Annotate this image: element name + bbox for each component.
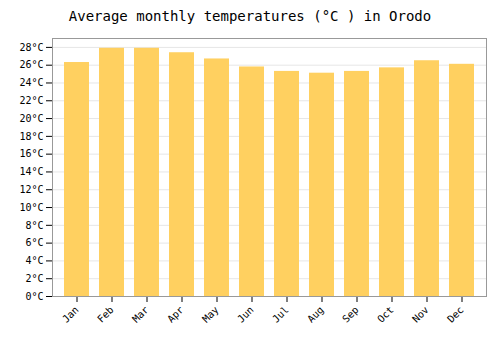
svg-text:Sep: Sep bbox=[340, 304, 361, 325]
svg-text:24°C: 24°C bbox=[19, 77, 43, 88]
svg-text:2°C: 2°C bbox=[25, 273, 43, 284]
svg-text:4°C: 4°C bbox=[25, 255, 43, 266]
svg-text:Feb: Feb bbox=[95, 304, 116, 325]
svg-text:Jan: Jan bbox=[60, 304, 81, 325]
svg-text:Jun: Jun bbox=[235, 304, 256, 325]
svg-text:10°C: 10°C bbox=[19, 202, 43, 213]
svg-text:Apr: Apr bbox=[165, 304, 186, 325]
svg-text:26°C: 26°C bbox=[19, 59, 43, 70]
svg-text:18°C: 18°C bbox=[19, 131, 43, 142]
html-text:Average monthly temperatures (: Average monthly temperatures (°C ) in Or… bbox=[68, 8, 432, 24]
svg-text:16°C: 16°C bbox=[19, 148, 43, 159]
svg-text:Oct: Oct bbox=[375, 304, 396, 325]
svg-text:6°C: 6°C bbox=[25, 237, 43, 248]
svg-text:0°C: 0°C bbox=[25, 291, 43, 302]
svg-text:Mar: Mar bbox=[130, 304, 151, 325]
svg-text:Jul: Jul bbox=[270, 304, 291, 325]
svg-text:20°C: 20°C bbox=[19, 113, 43, 124]
svg-text:8°C: 8°C bbox=[25, 220, 43, 231]
svg-text:14°C: 14°C bbox=[19, 166, 43, 177]
svg-text:Dec: Dec bbox=[445, 304, 466, 325]
svg-text:12°C: 12°C bbox=[19, 184, 43, 195]
svg-text:Nov: Nov bbox=[410, 304, 431, 325]
svg-text:22°C: 22°C bbox=[19, 95, 43, 106]
svg-text:May: May bbox=[200, 304, 221, 325]
svg-text:28°C: 28°C bbox=[19, 42, 43, 53]
svg-text:Aug: Aug bbox=[305, 304, 326, 325]
